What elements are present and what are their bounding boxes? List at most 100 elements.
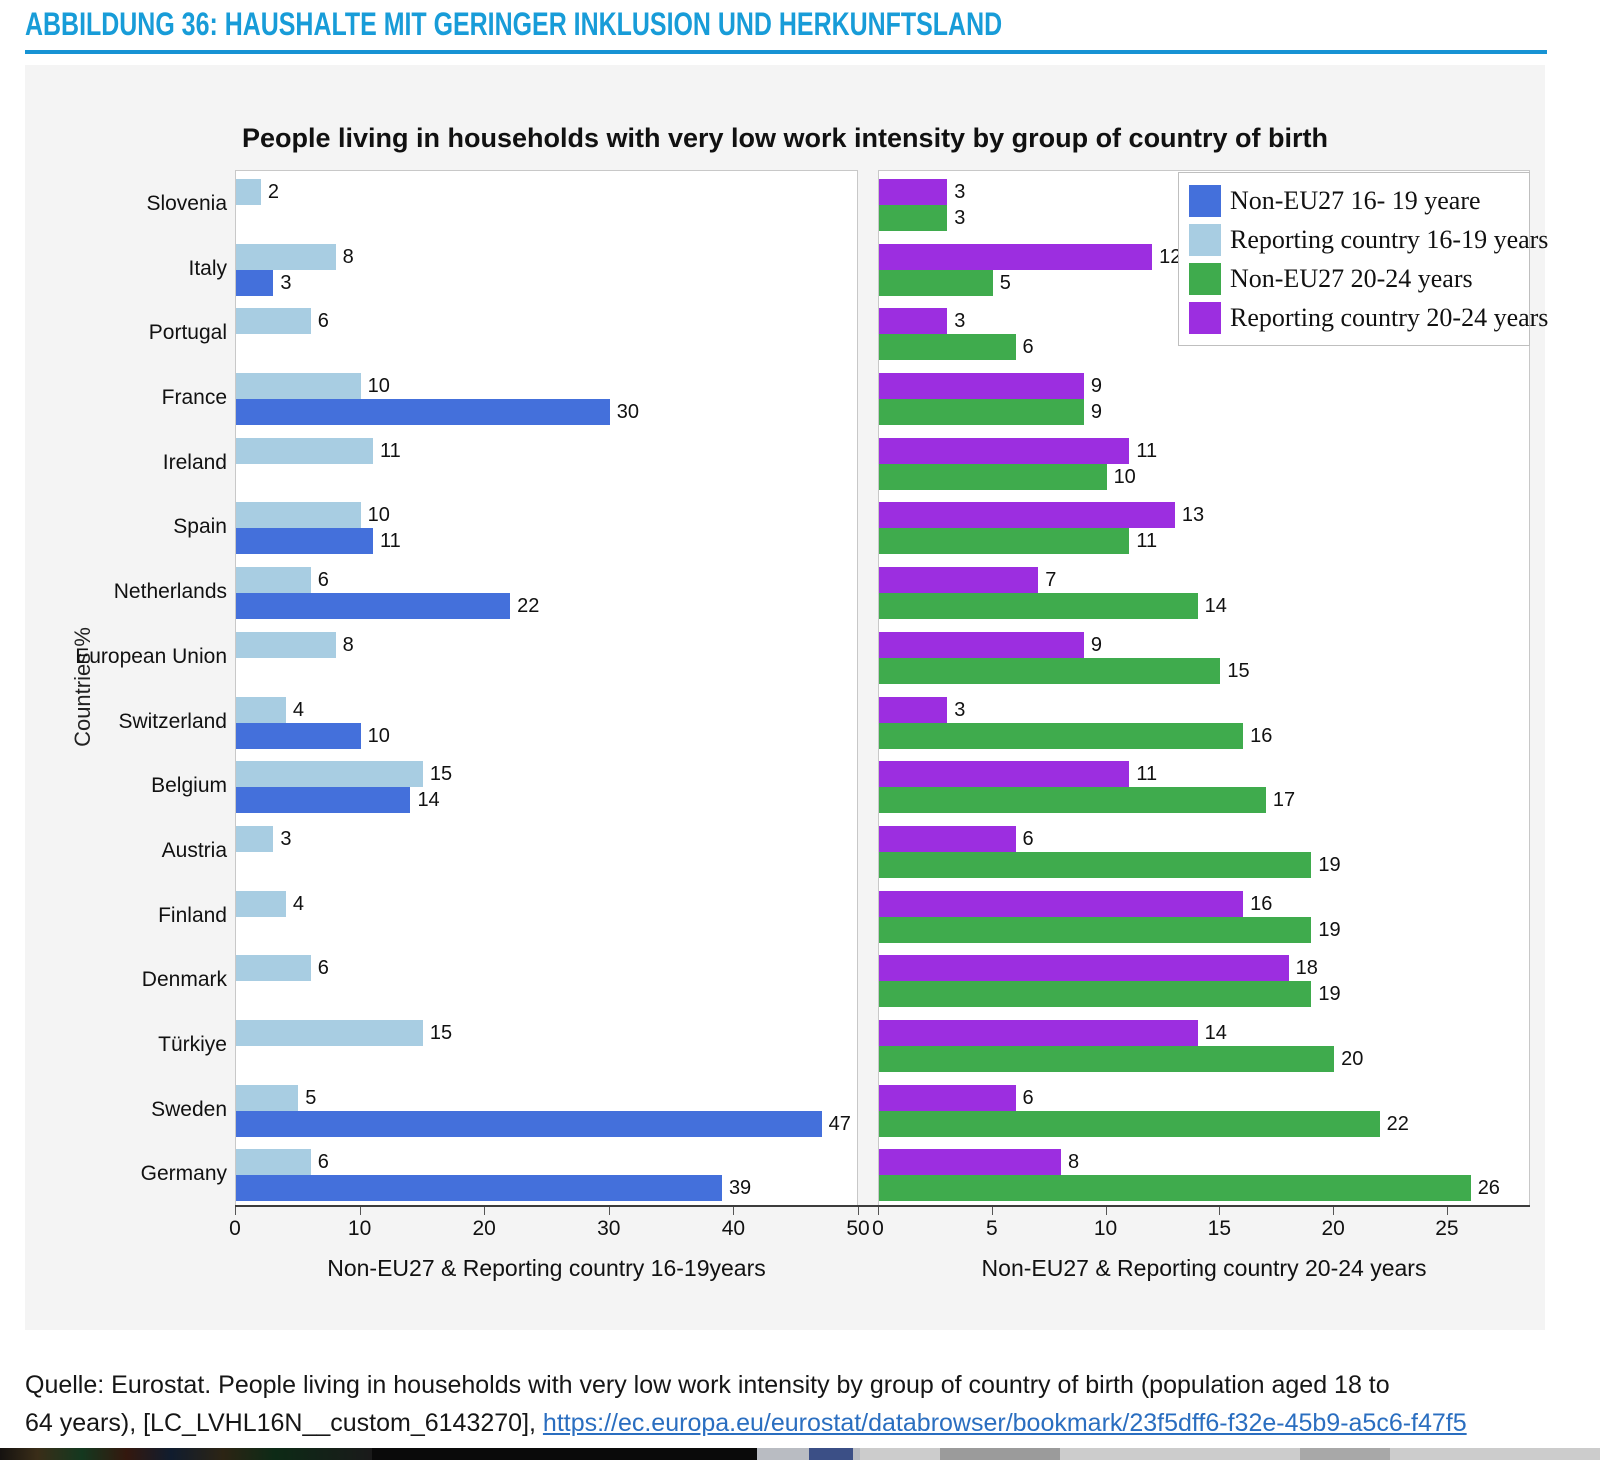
chart-legend: Non-EU27 16- 19 yeare Reporting country 1… bbox=[1178, 172, 1548, 346]
source-link[interactable]: https://ec.europa.eu/eurostat/databrowse… bbox=[542, 1409, 1467, 1437]
x-tick-label: 10 bbox=[347, 1217, 372, 1240]
bar-non-eu27-20-24-years bbox=[879, 1045, 1335, 1072]
bar-value-label: 6 bbox=[1022, 827, 1034, 850]
bar-value-label: 6 bbox=[317, 957, 329, 980]
bar-reporting-country-20-24-years bbox=[879, 567, 1039, 594]
bar-value-label: 47 bbox=[828, 1112, 851, 1135]
bar-non-eu27-20-24-years bbox=[879, 593, 1198, 620]
bar-non-eu27-16-19-yeare bbox=[236, 1175, 722, 1202]
category-label: Italy bbox=[188, 256, 227, 280]
bar-value-label: 11 bbox=[380, 530, 401, 553]
bar-value-label: 8 bbox=[342, 633, 354, 656]
x-tick-label: 15 bbox=[1207, 1217, 1232, 1240]
x-tick-label: 0 bbox=[229, 1217, 241, 1240]
bar-reporting-country-20-24-years bbox=[879, 179, 948, 205]
bar-value-label: 3 bbox=[954, 181, 966, 203]
x-axis-title: Non-EU27 & Reporting country 20-24 years bbox=[981, 1255, 1427, 1281]
legend-label: Non-EU27 16- 19 yeare bbox=[1230, 185, 1481, 215]
category-label: Finland bbox=[158, 903, 227, 927]
bar-reporting-country-20-24-years bbox=[879, 437, 1130, 464]
bar-non-eu27-20-24-years bbox=[879, 916, 1312, 943]
bar-value-label: 3 bbox=[954, 310, 966, 333]
category-label: Slovenia bbox=[146, 192, 227, 215]
bar-value-label: 19 bbox=[1318, 918, 1341, 941]
category-label: Belgium bbox=[151, 774, 227, 798]
bar-reporting-country-16-19-years bbox=[236, 502, 361, 529]
bar-value-label: 30 bbox=[616, 401, 640, 424]
bar-value-label: 3 bbox=[954, 698, 966, 721]
bar-value-label: 3 bbox=[954, 207, 966, 229]
bar-reporting-country-20-24-years bbox=[879, 1019, 1198, 1046]
x-tick-mark bbox=[1333, 1207, 1335, 1215]
bar-value-label: 15 bbox=[429, 763, 453, 786]
bar-non-eu27-20-24-years bbox=[879, 981, 1312, 1008]
bar-value-label: 11 bbox=[1136, 439, 1158, 462]
x-tick-mark bbox=[878, 1207, 879, 1215]
bar-reporting-country-20-24-years bbox=[879, 696, 948, 723]
bar-value-label: 9 bbox=[1090, 401, 1102, 424]
bar-reporting-country-16-19-years bbox=[236, 1149, 311, 1176]
x-tick-label: 25 bbox=[1435, 1217, 1459, 1240]
x-tick-mark bbox=[484, 1207, 486, 1215]
bar-value-label: 5 bbox=[305, 1086, 317, 1109]
x-tick-mark bbox=[1105, 1207, 1107, 1215]
bar-reporting-country-20-24-years bbox=[879, 243, 1153, 270]
cropped-photo-fragment bbox=[0, 1448, 372, 1460]
bar-value-label: 6 bbox=[1022, 336, 1034, 359]
category-label: Spain bbox=[173, 515, 227, 539]
figure-heading: ABBILDUNG 36: HAUSHALTE MIT GERINGER INK… bbox=[25, 6, 1003, 42]
x-tick-mark bbox=[733, 1207, 735, 1215]
bar-value-label: 3 bbox=[280, 827, 292, 850]
bar-value-label: 22 bbox=[517, 595, 540, 618]
bar-value-label: 3 bbox=[280, 271, 292, 294]
bar-non-eu27-20-24-years bbox=[879, 334, 1016, 361]
bar-non-eu27-16-19-yeare bbox=[236, 399, 610, 426]
legend-item: Non-EU27 20-24 years bbox=[1189, 259, 1529, 298]
x-tick-mark bbox=[858, 1207, 859, 1215]
x-tick-label: 50 bbox=[846, 1217, 870, 1240]
bar-value-label: 10 bbox=[367, 375, 390, 398]
bar-value-label: 26 bbox=[1477, 1177, 1500, 1200]
bar-value-label: 18 bbox=[1295, 957, 1318, 980]
category-label: Türkiye bbox=[158, 1032, 227, 1056]
legend-item: Reporting country 16-19 years bbox=[1189, 220, 1548, 259]
x-tick-label: 10 bbox=[1093, 1217, 1118, 1240]
x-tick-label: 20 bbox=[1321, 1217, 1345, 1240]
cropped-content-strip bbox=[0, 1448, 1600, 1460]
x-tick-mark bbox=[235, 1207, 236, 1215]
x-tick-label: 40 bbox=[721, 1217, 746, 1240]
x-tick-label: 30 bbox=[597, 1217, 621, 1240]
bar-reporting-country-20-24-years bbox=[879, 955, 1289, 982]
bar-reporting-country-16-19-years bbox=[236, 567, 311, 594]
bar-value-label: 15 bbox=[429, 1021, 453, 1044]
bar-value-label: 16 bbox=[1250, 892, 1273, 915]
bar-value-label: 10 bbox=[367, 504, 390, 527]
x-tick-mark bbox=[1219, 1207, 1221, 1215]
bar-value-label: 17 bbox=[1272, 789, 1296, 812]
bar-non-eu27-20-24-years bbox=[879, 1175, 1471, 1202]
bar-value-label: 11 bbox=[1136, 530, 1158, 553]
bar-value-label: 14 bbox=[1204, 595, 1227, 618]
bar-non-eu27-16-19-yeare bbox=[236, 722, 361, 749]
bar-reporting-country-16-19-years bbox=[236, 696, 286, 723]
bar-value-label: 6 bbox=[317, 569, 329, 592]
bar-reporting-country-20-24-years bbox=[879, 761, 1130, 788]
x-tick-mark bbox=[1446, 1207, 1448, 1215]
bar-reporting-country-16-19-years bbox=[236, 243, 336, 270]
category-label: Austria bbox=[161, 838, 227, 862]
bar-non-eu27-16-19-yeare bbox=[236, 1110, 822, 1137]
legend-swatch bbox=[1189, 262, 1221, 295]
category-label: France bbox=[161, 386, 227, 410]
bar-value-label: 14 bbox=[417, 789, 440, 812]
bar-non-eu27-16-19-yeare bbox=[236, 787, 411, 814]
bar-value-label: 6 bbox=[317, 1151, 329, 1174]
bar-non-eu27-20-24-years bbox=[879, 657, 1221, 684]
legend-swatch bbox=[1189, 223, 1221, 256]
chart-container: People living in households with very lo… bbox=[25, 65, 1548, 1330]
bar-value-label: 2 bbox=[267, 181, 280, 203]
bar-non-eu27-20-24-years bbox=[879, 463, 1107, 490]
x-tick-label: 20 bbox=[472, 1217, 496, 1240]
bar-value-label: 11 bbox=[380, 439, 401, 462]
bar-non-eu27-16-19-yeare bbox=[236, 528, 374, 555]
